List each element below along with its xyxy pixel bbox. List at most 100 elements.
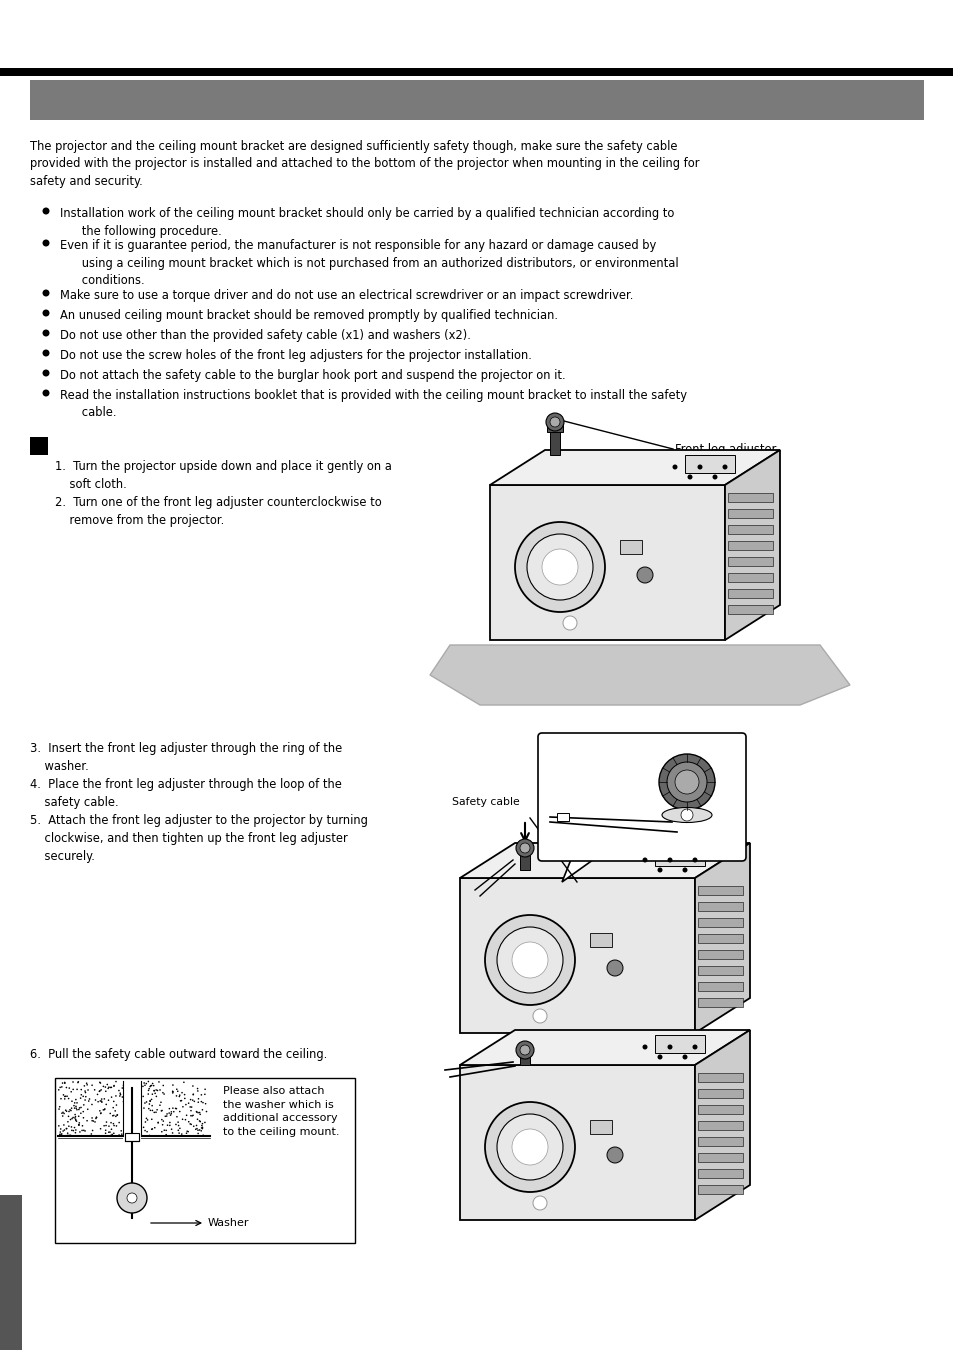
Circle shape	[106, 1122, 107, 1123]
Text: Do not attach the safety cable to the burglar hook port and suspend the projecto: Do not attach the safety cable to the bu…	[60, 369, 565, 382]
Circle shape	[85, 1096, 87, 1098]
Text: Even if it is guarantee period, the manufacturer is not responsible for any haza: Even if it is guarantee period, the manu…	[60, 239, 678, 288]
Bar	[30, 437, 48, 455]
Circle shape	[43, 239, 50, 247]
Bar	[727, 558, 772, 566]
Polygon shape	[695, 842, 749, 1033]
Circle shape	[188, 1120, 190, 1123]
Circle shape	[148, 1108, 150, 1110]
Circle shape	[201, 1126, 203, 1129]
Circle shape	[75, 1120, 77, 1122]
Bar	[684, 455, 734, 472]
Circle shape	[132, 1118, 133, 1119]
Circle shape	[75, 1107, 77, 1110]
Circle shape	[136, 1094, 138, 1095]
Circle shape	[66, 1087, 67, 1088]
Circle shape	[121, 1096, 123, 1098]
Circle shape	[81, 1130, 83, 1131]
Circle shape	[64, 1098, 66, 1100]
Bar	[698, 1153, 742, 1162]
Circle shape	[721, 464, 727, 470]
Circle shape	[78, 1115, 79, 1116]
Circle shape	[155, 1111, 156, 1112]
Bar	[727, 572, 772, 582]
Circle shape	[115, 1081, 116, 1083]
Circle shape	[78, 1125, 80, 1126]
Bar	[727, 541, 772, 549]
Circle shape	[112, 1133, 114, 1134]
Circle shape	[77, 1081, 79, 1084]
Polygon shape	[490, 485, 724, 640]
Circle shape	[681, 868, 687, 872]
Circle shape	[100, 1129, 101, 1130]
Circle shape	[96, 1094, 98, 1095]
Circle shape	[179, 1111, 180, 1112]
Text: Washer: Washer	[550, 767, 590, 778]
Circle shape	[66, 1111, 68, 1112]
FancyBboxPatch shape	[537, 733, 745, 861]
Circle shape	[139, 1118, 140, 1120]
Bar	[698, 1169, 742, 1179]
Bar	[519, 1050, 530, 1065]
Circle shape	[116, 1114, 118, 1115]
Circle shape	[60, 1134, 62, 1135]
Bar	[698, 998, 742, 1007]
Circle shape	[172, 1091, 173, 1092]
Circle shape	[159, 1104, 161, 1106]
Circle shape	[91, 1104, 92, 1106]
Circle shape	[146, 1131, 148, 1133]
Circle shape	[91, 1133, 92, 1135]
Circle shape	[181, 1092, 183, 1094]
Circle shape	[115, 1095, 116, 1096]
Circle shape	[109, 1131, 111, 1133]
Circle shape	[123, 1102, 124, 1103]
Bar	[546, 423, 562, 432]
Circle shape	[43, 309, 50, 316]
Circle shape	[95, 1116, 97, 1118]
Circle shape	[179, 1100, 181, 1102]
Circle shape	[164, 1115, 166, 1116]
Circle shape	[160, 1102, 162, 1103]
Circle shape	[99, 1089, 101, 1092]
Circle shape	[150, 1100, 151, 1102]
Circle shape	[74, 1119, 76, 1120]
Circle shape	[106, 1103, 107, 1106]
Circle shape	[71, 1118, 72, 1119]
Bar	[698, 967, 742, 975]
Circle shape	[198, 1120, 200, 1122]
Circle shape	[187, 1131, 189, 1133]
Circle shape	[97, 1102, 99, 1103]
Bar	[55, 1079, 355, 1243]
Circle shape	[197, 1091, 198, 1092]
Circle shape	[74, 1131, 76, 1134]
Circle shape	[175, 1123, 176, 1126]
Circle shape	[146, 1102, 147, 1103]
Circle shape	[175, 1095, 177, 1096]
Circle shape	[115, 1104, 117, 1106]
Circle shape	[667, 1045, 672, 1049]
Circle shape	[149, 1134, 151, 1137]
Circle shape	[667, 857, 672, 863]
Circle shape	[195, 1125, 197, 1126]
Circle shape	[73, 1107, 75, 1108]
Circle shape	[78, 1122, 80, 1123]
Circle shape	[183, 1081, 185, 1083]
Circle shape	[148, 1081, 149, 1083]
Circle shape	[149, 1103, 150, 1104]
Circle shape	[103, 1125, 105, 1126]
Bar	[589, 1120, 612, 1134]
Circle shape	[172, 1133, 173, 1134]
Circle shape	[74, 1118, 75, 1119]
Circle shape	[199, 1120, 201, 1122]
Circle shape	[61, 1112, 63, 1114]
Circle shape	[60, 1098, 62, 1099]
Circle shape	[152, 1110, 153, 1111]
Circle shape	[681, 1054, 687, 1060]
Circle shape	[120, 1130, 122, 1131]
Circle shape	[64, 1129, 65, 1131]
Circle shape	[135, 1104, 136, 1106]
Circle shape	[121, 1087, 123, 1089]
Circle shape	[69, 1110, 71, 1111]
Circle shape	[144, 1102, 146, 1104]
Circle shape	[197, 1130, 198, 1131]
